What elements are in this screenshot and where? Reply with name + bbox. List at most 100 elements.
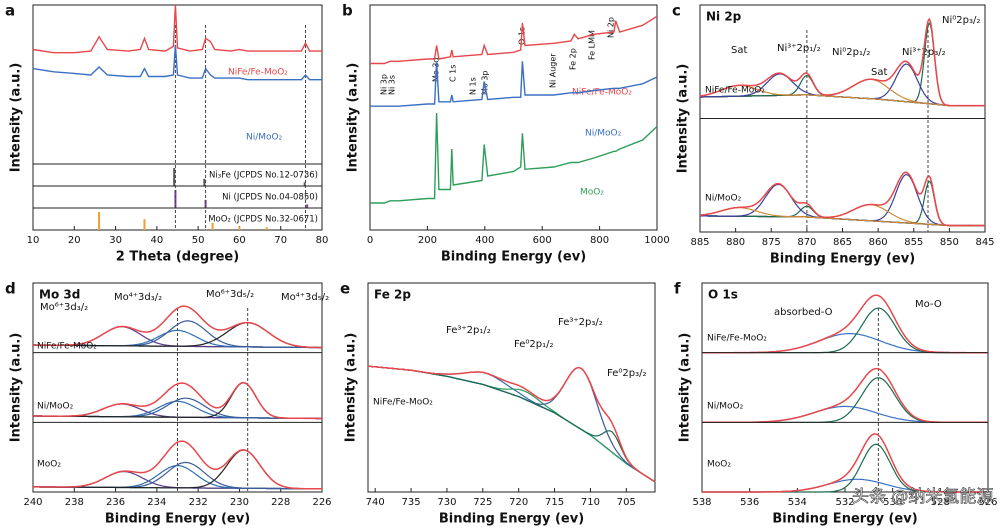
annotation: Ni 3p — [380, 74, 389, 95]
series-line — [32, 44, 322, 81]
panel-title: O 1s — [708, 288, 738, 302]
x-tick-label: 230 — [230, 497, 249, 508]
fit-component — [702, 307, 988, 354]
annotation: Ni Auger — [549, 53, 558, 88]
y-axis-label: Intensity (a.u.) — [676, 64, 691, 174]
reference-stick — [203, 178, 206, 186]
annotation: Fe³⁺2p₁/₂ — [446, 325, 491, 336]
reference-stick — [174, 190, 177, 208]
annotation: C 1s — [449, 65, 458, 82]
plot-frame — [369, 4, 658, 231]
annotation: Fe³⁺2p₃/₂ — [558, 317, 603, 328]
annotation: N 1s — [469, 77, 478, 95]
x-tick-label: 705 — [617, 497, 636, 508]
fit-component — [699, 84, 985, 107]
fit-envelope — [33, 381, 322, 420]
series-label: NiFe/Fe-MoO₂ — [228, 68, 288, 78]
x-tick-label: 725 — [473, 497, 492, 508]
series-line — [370, 112, 658, 204]
fit-envelope — [699, 17, 985, 107]
x-tick-label: 40 — [150, 235, 163, 246]
reference-stick — [303, 182, 306, 186]
x-tick-label: 228 — [271, 497, 290, 508]
reference-stick — [238, 226, 241, 230]
reference-stick — [211, 222, 214, 230]
x-tick-label: 80 — [316, 235, 329, 246]
plot-frame — [32, 4, 323, 231]
x-tick-label: 885 — [690, 237, 709, 248]
x-tick-label: 528 — [931, 497, 950, 508]
x-tick-label: 236 — [106, 497, 125, 508]
fit-envelope — [702, 433, 988, 493]
x-tick-label: 710 — [581, 497, 600, 508]
sample-label: Ni/MoO₂ — [707, 402, 744, 412]
x-tick-label: 0 — [367, 235, 373, 246]
reference-label: Ni₃Fe (JCPDS No.12-0736) — [209, 171, 318, 181]
annotation: absorbed-O — [774, 307, 833, 318]
sample-label: NiFe/Fe-MoO₂ — [707, 334, 767, 344]
x-tick-label: 850 — [940, 237, 959, 248]
series-label: Ni/MoO₂ — [585, 129, 622, 139]
x-tick-label: 526 — [978, 497, 997, 508]
series-line — [370, 61, 658, 107]
annotation: Mo-O — [915, 299, 942, 310]
sample-label: MoO₂ — [37, 460, 61, 470]
plot-frame — [701, 282, 989, 493]
annotation: Ni³⁺2p₁/₂ — [777, 43, 821, 54]
sample-label: MoO₂ — [707, 460, 731, 470]
x-tick-label: 735 — [402, 497, 421, 508]
annotation: Mo⁶⁺3d₅/₂ — [206, 289, 254, 300]
fit-envelope — [33, 440, 322, 490]
x-tick-label: 715 — [545, 497, 564, 508]
x-axis-label: Binding Energy (ev) — [770, 252, 915, 267]
x-tick-label: 232 — [189, 497, 208, 508]
x-axis-label: 2 Theta (degree) — [116, 250, 239, 265]
series-label: MoO₂ — [580, 188, 604, 198]
x-tick-label: 20 — [68, 235, 81, 246]
panel-letter: b — [342, 2, 353, 20]
x-tick-label: 70 — [274, 235, 287, 246]
panel-letter: a — [5, 2, 15, 20]
annotation: Fe⁰2p₁/₂ — [514, 339, 553, 350]
annotation: Mo⁴⁺3d₅/₂ — [281, 292, 329, 303]
x-tick-label: 60 — [233, 235, 246, 246]
reference-stick — [204, 199, 207, 208]
x-tick-label: 800 — [590, 235, 609, 246]
sample-label: Ni/MoO₂ — [37, 402, 74, 412]
x-tick-label: 880 — [726, 237, 745, 248]
x-tick-label: 740 — [366, 497, 385, 508]
annotation: Sat — [731, 45, 747, 56]
x-tick-label: 536 — [740, 497, 759, 508]
sample-label: Ni/MoO₂ — [705, 194, 742, 204]
x-axis-label: Binding Energy (ev) — [772, 512, 917, 527]
panel-letter: d — [5, 280, 16, 298]
y-axis-label: Intensity (a.u.) — [346, 63, 361, 173]
panel-title: Mo 3d — [39, 288, 80, 302]
x-tick-label: 730 — [437, 497, 456, 508]
fit-component — [702, 405, 988, 423]
y-axis-label: Intensity (a.u.) — [9, 333, 24, 443]
sample-label: NiFe/Fe-MoO₂ — [705, 86, 765, 96]
y-axis-label: Intensity (a.u.) — [678, 333, 693, 443]
x-tick-label: 234 — [147, 497, 166, 508]
fit-component — [702, 443, 988, 493]
series-label: NiFe/Fe-MoO₂ — [572, 88, 632, 98]
fit-envelope — [702, 367, 988, 424]
sample-label: NiFe/Fe-MoO₂ — [37, 342, 97, 352]
series-label: Ni/MoO₂ — [246, 133, 283, 143]
x-tick-label: 50 — [192, 235, 205, 246]
annotation: Ni⁰2p₃/₂ — [942, 15, 980, 26]
x-tick-label: 855 — [904, 237, 923, 248]
x-tick-label: 865 — [833, 237, 852, 248]
x-tick-label: 200 — [418, 235, 437, 246]
annotation: Ni⁰2p₁/₂ — [832, 47, 870, 58]
annotation: Mo⁶⁺3d₃/₂ — [40, 302, 88, 313]
fit-envelope — [367, 365, 656, 483]
annotation: Fe 2p — [569, 48, 578, 70]
x-tick-label: 1000 — [644, 235, 669, 246]
series-line — [32, 4, 322, 54]
watermark: 头条 @纳米氢能源 — [852, 487, 993, 507]
reference-label: Ni (JCPDS No.04-0850) — [222, 193, 318, 203]
fit-component — [699, 207, 985, 227]
x-tick-label: 875 — [762, 237, 781, 248]
